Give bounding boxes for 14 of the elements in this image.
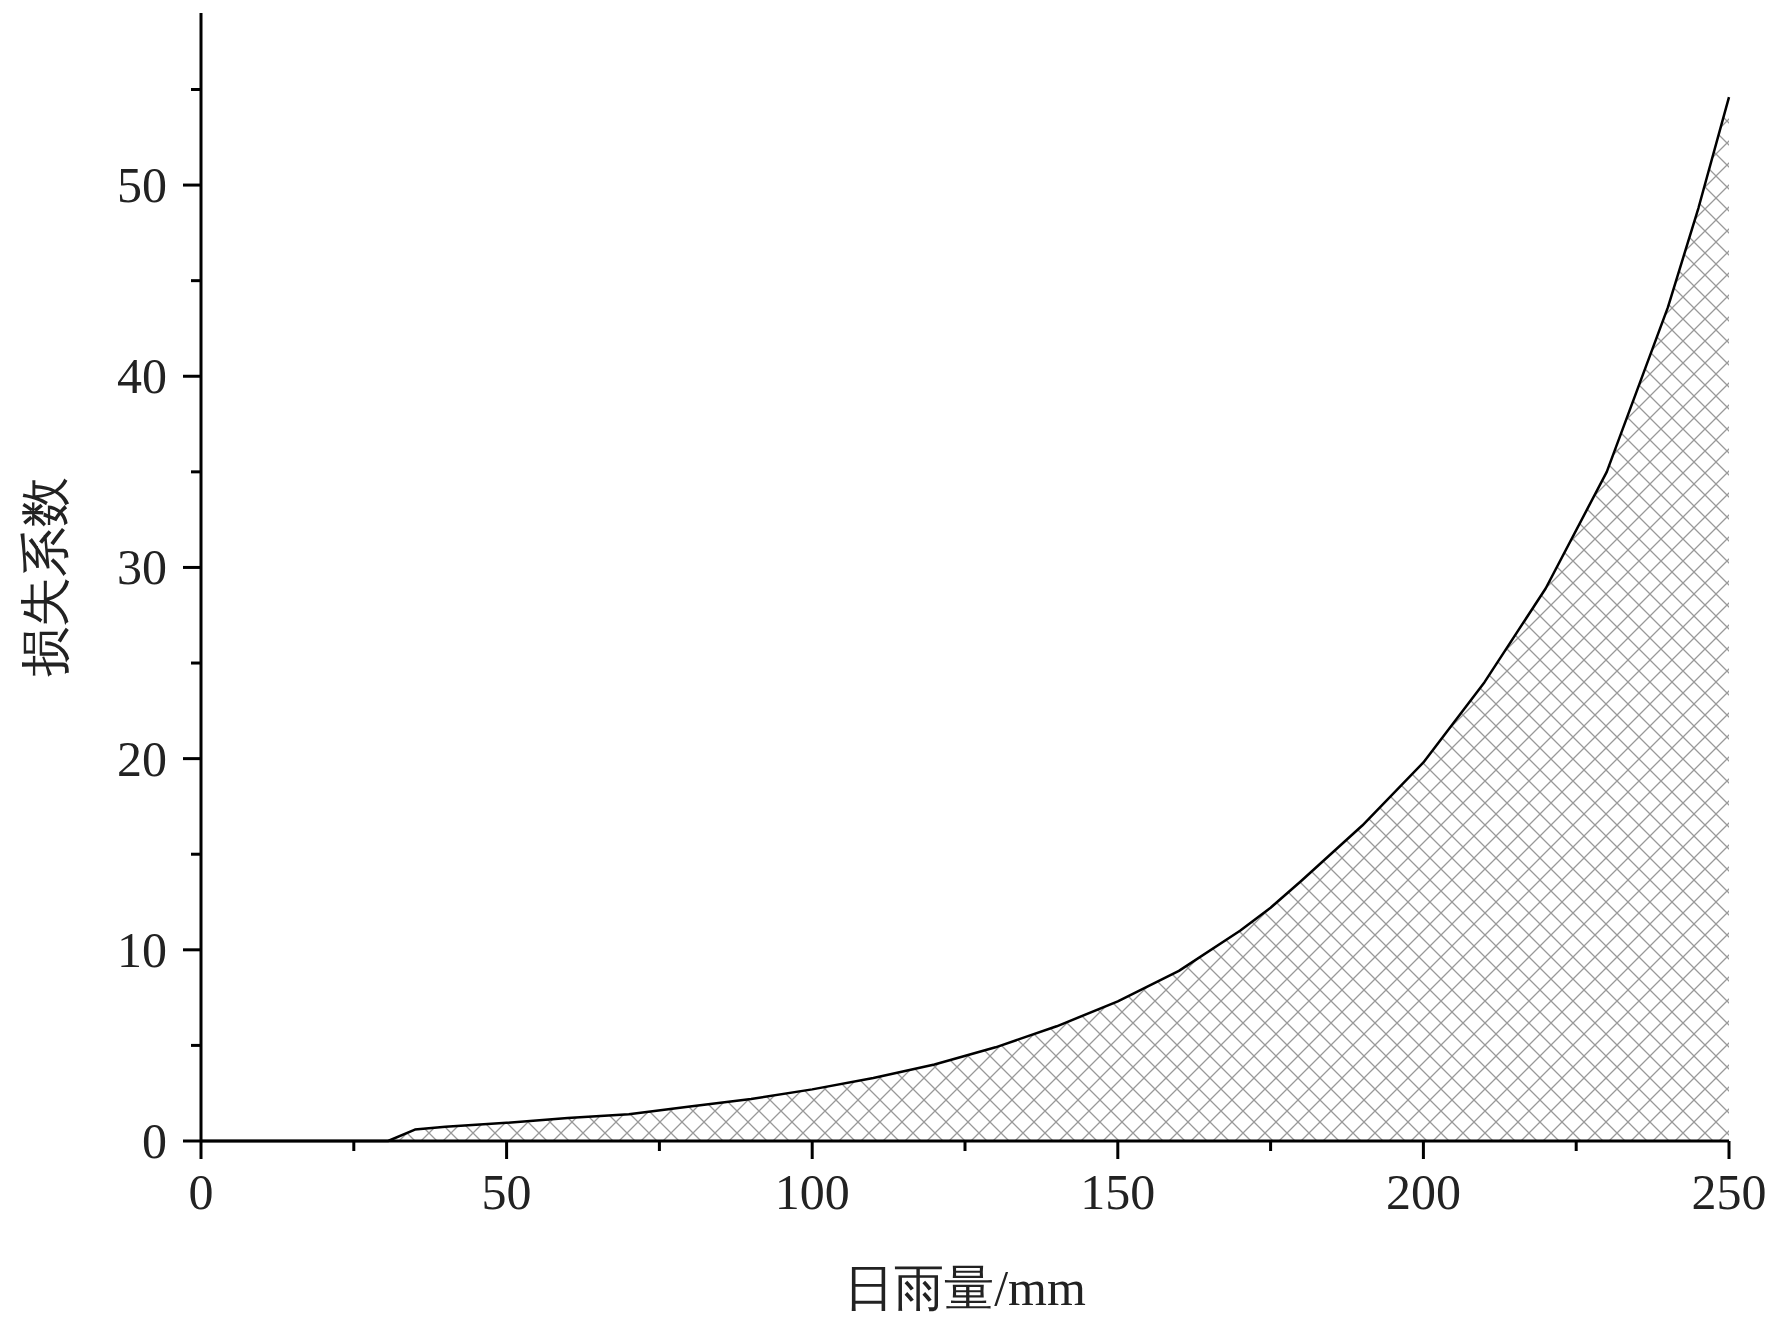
x-tick-label: 200 xyxy=(1385,1164,1461,1220)
y-tick-label: 50 xyxy=(117,157,167,214)
y-tick-label: 10 xyxy=(117,921,167,978)
x-tick-label: 150 xyxy=(1080,1164,1156,1220)
x-tick-label: 250 xyxy=(1691,1164,1767,1220)
y-tick-label: 40 xyxy=(117,348,167,405)
y-axis-title: 损失系数 xyxy=(17,477,73,677)
x-tick-label: 0 xyxy=(188,1164,214,1220)
x-axis-title: 日雨量/mm xyxy=(844,1260,1086,1316)
y-tick-label: 30 xyxy=(117,539,167,596)
x-tick-label: 100 xyxy=(774,1164,850,1220)
y-tick-label: 20 xyxy=(117,730,167,787)
y-tick-label: 0 xyxy=(142,1113,167,1169)
x-tick-label: 50 xyxy=(481,1164,532,1220)
